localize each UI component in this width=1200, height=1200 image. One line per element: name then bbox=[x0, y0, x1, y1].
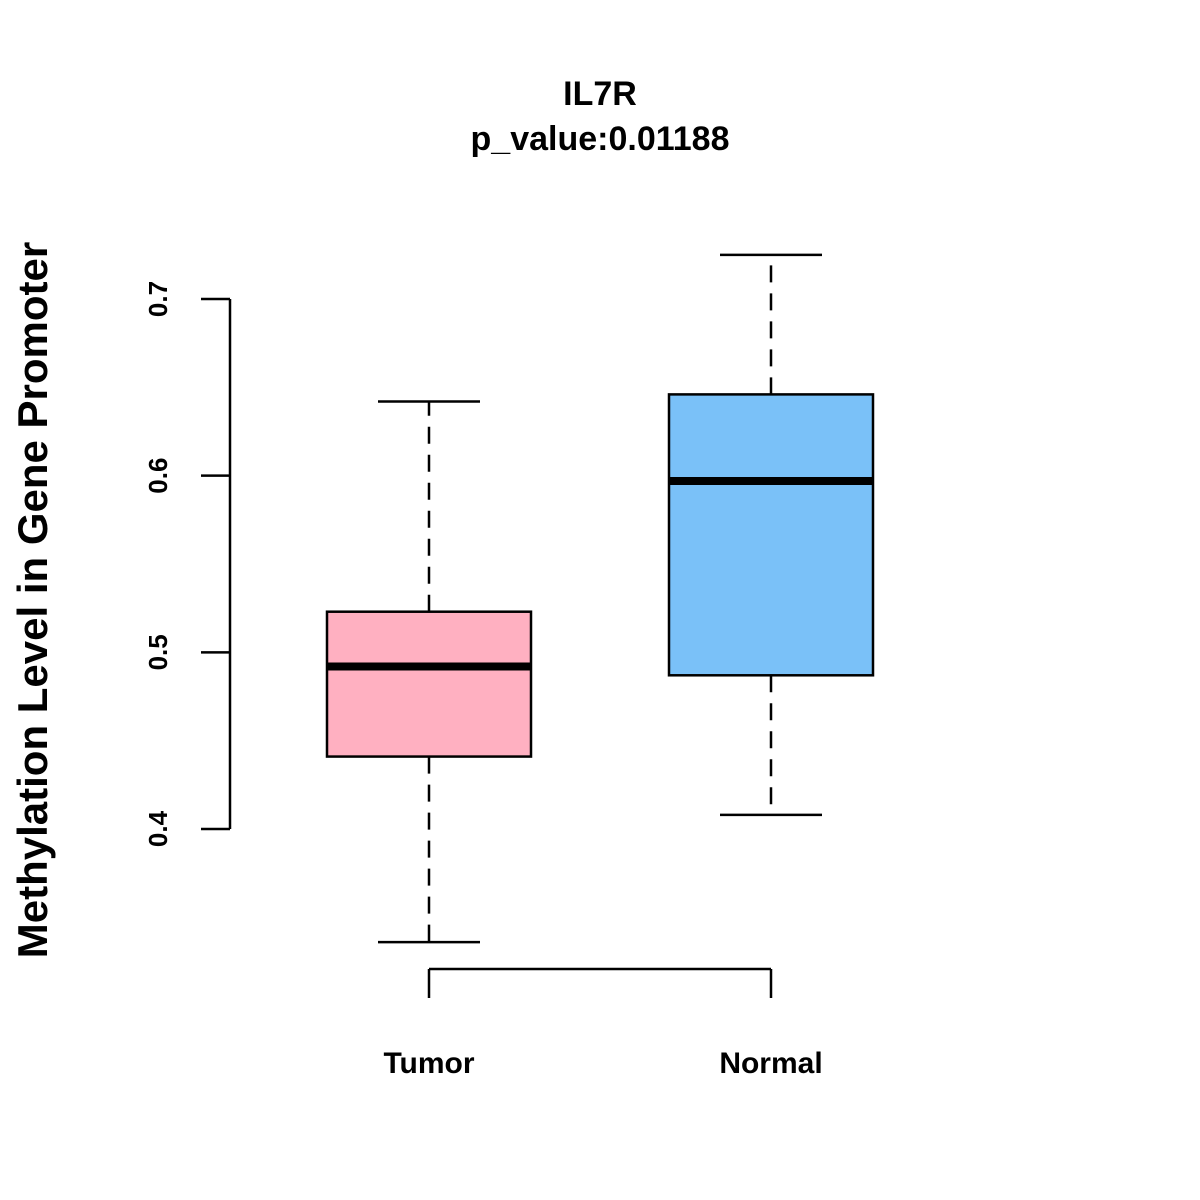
y-tick-label: 0.4 bbox=[143, 810, 173, 847]
box-normal bbox=[667, 253, 875, 817]
x-tick-label-normal: Normal bbox=[719, 1047, 822, 1080]
chart-subtitle: p_value:0.01188 bbox=[471, 120, 730, 158]
iqr-box bbox=[667, 393, 875, 677]
y-axis: 0.4 0.5 0.6 0.7 bbox=[143, 281, 232, 847]
y-tick-label: 0.7 bbox=[143, 281, 173, 317]
x-axis: Tumor Normal bbox=[383, 967, 823, 1080]
y-axis-label: Methylation Level in Gene Promoter bbox=[9, 242, 56, 958]
chart-title: IL7R bbox=[563, 75, 637, 113]
x-tick-label-tumor: Tumor bbox=[383, 1047, 474, 1080]
box-tumor bbox=[325, 400, 533, 944]
y-tick-label: 0.6 bbox=[143, 458, 173, 494]
y-tick-label: 0.5 bbox=[143, 634, 173, 670]
boxes-group bbox=[325, 253, 875, 944]
iqr-box bbox=[325, 610, 533, 758]
